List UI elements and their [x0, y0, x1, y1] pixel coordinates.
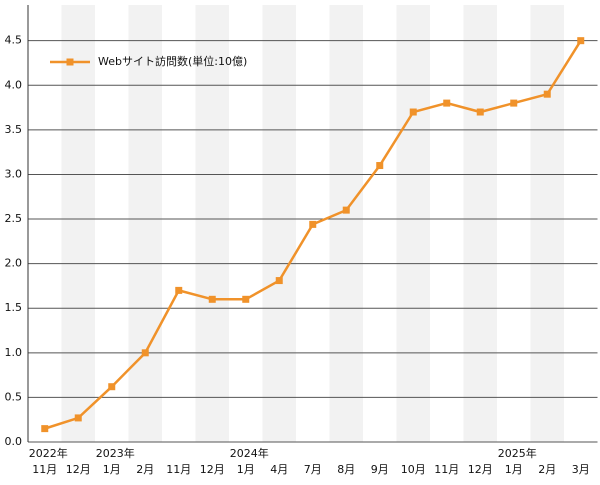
stripe	[329, 5, 363, 442]
legend-label: Webサイト訪問数(単位:10億)	[98, 54, 247, 68]
y-tick-label: 1.5	[5, 301, 23, 314]
point	[342, 206, 350, 214]
y-tick-label: 3.5	[5, 123, 23, 136]
x-tick-label: 11月	[434, 463, 459, 476]
x-tick-label: 9月	[371, 463, 389, 476]
y-tick-label: 3.0	[5, 167, 23, 180]
point	[74, 414, 82, 422]
stripe	[530, 5, 564, 442]
y-tick-label: 1.0	[5, 346, 23, 359]
x-tick-label: 1月	[103, 463, 121, 476]
x-tick-label: 12月	[66, 463, 91, 476]
y-tick-label: 4.0	[5, 78, 23, 91]
x-tick-label: 1月	[505, 463, 523, 476]
x-tick-label: 7月	[304, 463, 322, 476]
point	[543, 90, 551, 98]
year-label: 2025年	[498, 446, 537, 460]
y-tick-label: 0.5	[5, 390, 23, 403]
point	[141, 349, 149, 357]
stripe	[463, 5, 497, 442]
x-tick-label: 4月	[270, 463, 288, 476]
x-tick-label: 3月	[572, 463, 590, 476]
y-tick-label: 0.0	[5, 435, 23, 448]
x-tick-label: 11月	[166, 463, 191, 476]
x-tick-label: 8月	[337, 463, 355, 476]
y-tick-label: 2.0	[5, 257, 23, 270]
stripe	[61, 5, 95, 442]
point	[208, 295, 216, 303]
x-tick-label: 11月	[32, 463, 57, 476]
x-tick-label: 2月	[538, 463, 556, 476]
x-tick-label: 12月	[468, 463, 493, 476]
point	[275, 277, 283, 285]
x-tick-label: 2月	[136, 463, 154, 476]
x-tick-label: 10月	[401, 463, 426, 476]
year-label: 2022年	[29, 446, 68, 460]
x-tick-label: 1月	[237, 463, 255, 476]
stripe	[128, 5, 162, 442]
stripe	[396, 5, 430, 442]
y-tick-label: 4.5	[5, 34, 23, 47]
year-label: 2024年	[230, 446, 269, 460]
stripe	[262, 5, 296, 442]
point	[443, 99, 451, 107]
point	[108, 383, 116, 391]
point	[409, 108, 417, 116]
stripe	[195, 5, 229, 442]
legend-marker	[66, 58, 74, 66]
year-label: 2023年	[96, 446, 135, 460]
point	[242, 295, 250, 303]
point	[175, 286, 183, 294]
x-tick-label: 12月	[200, 463, 225, 476]
series-line	[44, 40, 582, 430]
point	[510, 99, 518, 107]
point	[41, 425, 49, 433]
point	[309, 220, 317, 228]
y-tick-label: 2.5	[5, 212, 23, 225]
point	[577, 37, 585, 45]
point	[376, 162, 384, 170]
point	[476, 108, 484, 116]
